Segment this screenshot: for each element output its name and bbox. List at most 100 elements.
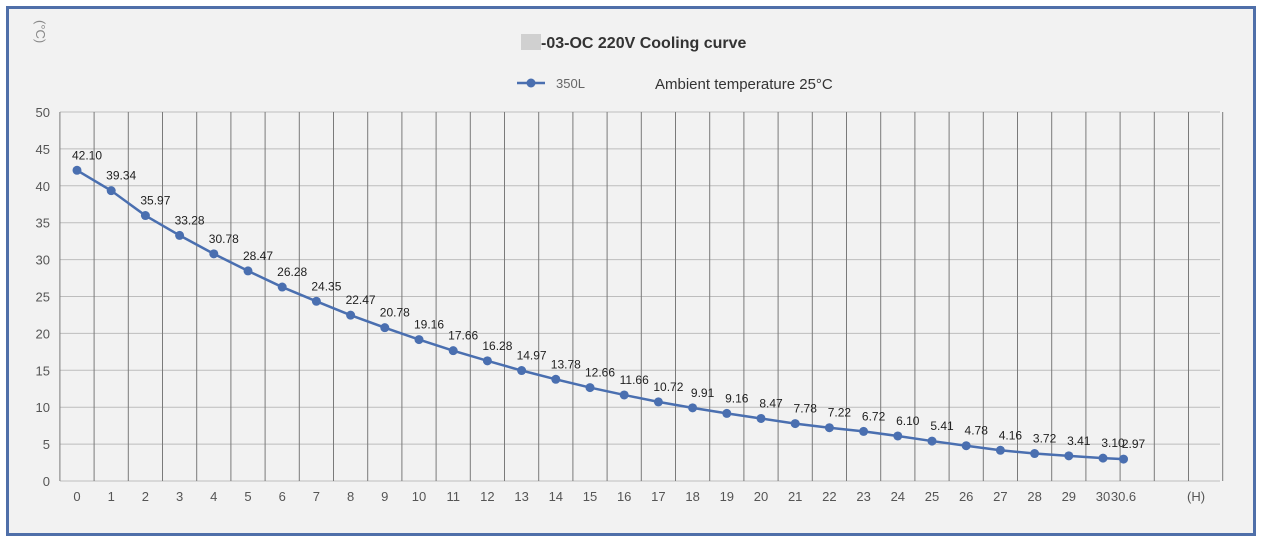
data-label: 13.78 xyxy=(551,357,581,371)
x-tick-label: 20 xyxy=(754,489,768,504)
x-tick-label: 27 xyxy=(993,489,1007,504)
data-point xyxy=(1119,454,1129,464)
x-tick-label: 4 xyxy=(210,489,217,504)
y-tick-label: 40 xyxy=(36,179,50,194)
data-point xyxy=(756,413,766,423)
x-tick-label: 22 xyxy=(822,489,836,504)
x-tick-label: 7 xyxy=(313,489,320,504)
data-label: 9.91 xyxy=(691,386,715,400)
data-point xyxy=(688,403,698,413)
data-point xyxy=(380,323,390,333)
data-label: 4.78 xyxy=(965,424,989,438)
data-label: 11.66 xyxy=(620,373,649,387)
x-tick-label: 3 xyxy=(176,489,183,504)
data-point xyxy=(1098,453,1108,463)
data-point xyxy=(653,397,663,407)
data-label: 10.72 xyxy=(653,380,683,394)
x-tick-label: 14 xyxy=(549,489,563,504)
data-label: 12.66 xyxy=(585,366,615,380)
y-tick-label: 25 xyxy=(36,290,50,305)
data-point xyxy=(140,211,150,221)
data-point xyxy=(243,266,253,276)
x-tick-label: 24 xyxy=(891,489,905,504)
data-point xyxy=(995,445,1005,455)
data-label: 33.28 xyxy=(175,213,205,227)
data-label: 22.47 xyxy=(346,293,376,307)
x-tick-label: 6 xyxy=(279,489,286,504)
data-label: 19.16 xyxy=(414,318,444,332)
data-point xyxy=(585,383,595,393)
ambient-annotation: Ambient temperature 25°C xyxy=(655,76,833,93)
data-point xyxy=(961,441,971,451)
data-label: 42.10 xyxy=(72,148,102,162)
data-point xyxy=(346,310,356,320)
data-label: 3.72 xyxy=(1033,432,1057,446)
x-tick-label: 19 xyxy=(720,489,734,504)
x-tick-label: 9 xyxy=(381,489,388,504)
data-point xyxy=(311,296,321,306)
data-label: 8.47 xyxy=(759,396,783,410)
x-tick-label: 23 xyxy=(856,489,870,504)
y-tick-label: 35 xyxy=(36,216,50,231)
data-label: 3.10 xyxy=(1101,436,1125,450)
series-line-350l xyxy=(76,169,1124,461)
data-label: 30.78 xyxy=(209,232,239,246)
data-label: 5.41 xyxy=(930,419,954,433)
data-label: 4.16 xyxy=(999,428,1023,442)
x-tick-label: 30.6 xyxy=(1111,489,1136,504)
y-tick-label: 0 xyxy=(43,474,50,489)
y-tick-label: 10 xyxy=(36,400,50,415)
data-point xyxy=(1030,449,1040,459)
legend-label: 350L xyxy=(556,76,585,91)
data-labels: 42.10 39.34 35.97 33.28 30.78 28.47 26.28 24.35… xyxy=(72,148,1146,451)
x-tick-label: 8 xyxy=(347,489,354,504)
data-point xyxy=(175,230,185,240)
redacted-logo xyxy=(521,34,541,50)
x-tick-label: 29 xyxy=(1062,489,1076,504)
x-tick-label: 15 xyxy=(583,489,597,504)
y-tick-label: 45 xyxy=(36,142,50,157)
y-tick-label: 20 xyxy=(36,326,50,341)
legend-marker xyxy=(526,78,536,88)
x-tick-label: 25 xyxy=(925,489,939,504)
data-point xyxy=(482,356,492,366)
x-tick-label: 2 xyxy=(142,489,149,504)
x-tick-label: 12 xyxy=(480,489,494,504)
y-tick-label: 15 xyxy=(36,363,50,378)
data-point xyxy=(790,419,800,429)
data-point xyxy=(448,346,458,356)
x-tick-label: 28 xyxy=(1027,489,1041,504)
grid xyxy=(59,111,1224,482)
data-point xyxy=(824,423,834,433)
x-tick-label: 26 xyxy=(959,489,973,504)
x-tick-label: 0 xyxy=(73,489,80,504)
x-axis-ticks: 0 1 2 3 4 5 6 7 8 9 10 11 12 13 14 15 16 17 18 19 20 21 22 23 24… xyxy=(73,489,1136,504)
data-label: 2.97 xyxy=(1122,437,1146,451)
data-point xyxy=(927,436,937,446)
data-label: 28.47 xyxy=(243,249,273,263)
y-tick-label: 50 xyxy=(36,105,50,120)
x-tick-label: 30 xyxy=(1096,489,1110,504)
data-point xyxy=(277,282,287,292)
data-label: 7.78 xyxy=(794,402,818,416)
y-tick-label: 30 xyxy=(36,253,50,268)
data-point xyxy=(893,431,903,441)
x-tick-label: 17 xyxy=(651,489,665,504)
x-tick-label: 13 xyxy=(514,489,528,504)
y-axis-label: (°C) xyxy=(33,20,48,43)
legend: 350L xyxy=(517,76,585,91)
data-point xyxy=(619,390,629,400)
data-label: 35.97 xyxy=(140,194,170,208)
x-tick-label: 18 xyxy=(685,489,699,504)
data-point xyxy=(722,408,732,418)
x-tick-label: 1 xyxy=(108,489,115,504)
data-label: 20.78 xyxy=(380,306,410,320)
data-label: 9.16 xyxy=(725,391,749,405)
data-label: 17.66 xyxy=(448,329,478,343)
data-point xyxy=(209,249,219,259)
y-tick-label: 5 xyxy=(43,437,50,452)
data-point xyxy=(414,335,424,345)
x-tick-label: 5 xyxy=(244,489,251,504)
data-label: 3.41 xyxy=(1067,434,1091,448)
data-label: 26.28 xyxy=(277,265,307,279)
